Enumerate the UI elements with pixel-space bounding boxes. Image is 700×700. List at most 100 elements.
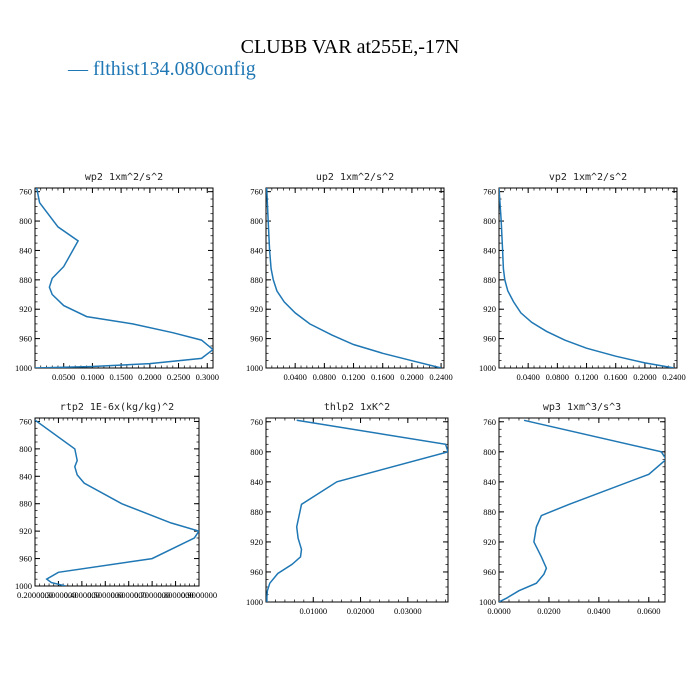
x-tick-label: 0.1200 xyxy=(575,372,598,382)
y-tick-label: 800 xyxy=(19,444,32,454)
x-tick-label: 0.0500 xyxy=(52,372,75,382)
y-tick-label: 1000 xyxy=(15,363,32,373)
y-tick-label: 760 xyxy=(19,416,32,426)
y-tick-label: 800 xyxy=(483,447,496,457)
y-tick-label: 920 xyxy=(19,526,32,536)
y-tick-label: 840 xyxy=(19,245,32,255)
y-tick-label: 800 xyxy=(483,216,496,226)
panel-5: thlp2 1xK^2 0.01000 0.02000 0.03000 760 800 84… xyxy=(246,402,449,616)
x-tick-label: 0.1200 xyxy=(342,372,365,382)
y-tick-label: 960 xyxy=(19,554,32,564)
y-tick-label: 880 xyxy=(19,275,32,285)
panel-1: wp2 1xm^2/s^2 0.0500 0.1000 0.1500 0.2000 0.2… xyxy=(15,172,219,382)
x-tick-label: 0.1600 xyxy=(604,372,627,382)
legend-entry: — flthist134.080config xyxy=(68,58,256,80)
x-tick-label: 0.2000 xyxy=(633,372,656,382)
y-tick-label: 760 xyxy=(483,417,496,427)
x-tick-label: 0.0800 xyxy=(546,372,569,382)
plot-frame xyxy=(34,417,200,587)
plot-frame xyxy=(265,187,445,369)
y-tick-label: 920 xyxy=(250,537,263,547)
y-tick-label: 880 xyxy=(19,499,32,509)
series-line xyxy=(266,419,448,602)
x-tick-label: 0.02000 xyxy=(347,606,375,616)
page-title: CLUBB VAR at255E,-17N xyxy=(240,36,460,58)
y-tick-label: 920 xyxy=(250,304,263,314)
plot-frame xyxy=(265,417,449,603)
panel-2: up2 1xm^2/s^2 0.0400 0.0800 0.1200 0.1600 0.2… xyxy=(246,172,453,382)
series-line xyxy=(35,419,199,586)
y-tick-label: 960 xyxy=(19,334,32,344)
y-tick-label: 840 xyxy=(483,477,496,487)
x-tick-label: 0.8000000 xyxy=(158,590,194,600)
y-tick-label: 1000 xyxy=(15,581,32,591)
y-tick-label: 880 xyxy=(483,507,496,517)
x-tick-label: 0.2000 xyxy=(400,372,423,382)
y-tick-label: 1000 xyxy=(479,597,496,607)
y-tick-label: 960 xyxy=(483,567,496,577)
x-tick-label: 0.2500 xyxy=(167,372,190,382)
panel-title: up2 1xm^2/s^2 xyxy=(316,172,394,183)
y-tick-label: 840 xyxy=(250,245,263,255)
panel-title: rtp2 1E-6x(kg/kg)^2 xyxy=(60,402,174,413)
y-tick-label: 920 xyxy=(19,304,32,314)
x-tick-label: 0.3000 xyxy=(196,372,219,382)
x-tick-label: 0.6000000 xyxy=(111,590,147,600)
x-tick-label: 0.0400 xyxy=(516,372,539,382)
y-tick-label: 760 xyxy=(483,187,496,197)
y-tick-label: 960 xyxy=(483,334,496,344)
y-tick-label: 1000 xyxy=(479,363,496,373)
x-tick-label: 0.0400 xyxy=(283,372,306,382)
y-tick-label: 1000 xyxy=(246,597,263,607)
x-tick-label: 0.2400 xyxy=(429,372,452,382)
x-tick-label: 0.3000000 xyxy=(40,590,76,600)
x-tick-label: 0.5000000 xyxy=(87,590,123,600)
y-tick-label: 920 xyxy=(483,537,496,547)
y-tick-label: 960 xyxy=(250,334,263,344)
panel-6: wp3 1xm^3/s^3 0.0000 0.0200 0.0400 0.0600 760… xyxy=(479,402,666,616)
x-tick-label: 0.0400 xyxy=(587,606,610,616)
y-tick-label: 800 xyxy=(19,216,32,226)
y-tick-label: 800 xyxy=(250,447,263,457)
x-tick-label: 0.0600 xyxy=(637,606,660,616)
panel-title: wp2 1xm^2/s^2 xyxy=(85,172,163,183)
panel-title: thlp2 1xK^2 xyxy=(324,402,390,413)
y-tick-label: 760 xyxy=(250,187,263,197)
x-tick-label: 0.9000000 xyxy=(181,590,217,600)
x-tick-label: 0.1000 xyxy=(81,372,104,382)
y-tick-label: 760 xyxy=(250,417,263,427)
plot-frame xyxy=(498,187,678,369)
plot-frame xyxy=(34,187,214,369)
x-tick-label: 0.0800 xyxy=(313,372,336,382)
series-line xyxy=(499,419,665,602)
y-tick-label: 880 xyxy=(250,275,263,285)
x-tick-label: 0.0200 xyxy=(537,606,560,616)
x-tick-label: 0.2000 xyxy=(138,372,161,382)
y-tick-label: 840 xyxy=(483,245,496,255)
series-line xyxy=(266,188,442,368)
plot-frame xyxy=(498,417,666,603)
series-line xyxy=(499,188,675,368)
y-tick-label: 920 xyxy=(483,304,496,314)
y-tick-label: 800 xyxy=(250,216,263,226)
series-line xyxy=(35,188,213,368)
y-tick-label: 1000 xyxy=(246,363,263,373)
x-tick-label: 0.7000000 xyxy=(134,590,170,600)
y-tick-label: 760 xyxy=(19,187,32,197)
x-tick-label: 0.2400 xyxy=(662,372,685,382)
x-tick-label: 0.4000000 xyxy=(64,590,100,600)
x-tick-label: 0.1600 xyxy=(371,372,394,382)
panel-title: wp3 1xm^3/s^3 xyxy=(543,402,621,413)
x-tick-label: 0.0000 xyxy=(487,606,510,616)
y-tick-label: 840 xyxy=(250,477,263,487)
x-tick-label: 0.01000 xyxy=(299,606,327,616)
x-tick-label: 0.03000 xyxy=(394,606,422,616)
y-tick-label: 880 xyxy=(250,507,263,517)
y-tick-label: 960 xyxy=(250,567,263,577)
y-tick-label: 840 xyxy=(19,471,32,481)
x-tick-label: 0.1500 xyxy=(109,372,132,382)
panel-3: vp2 1xm^2/s^2 0.0400 0.0800 0.1200 0.1600 0.2… xyxy=(479,172,686,382)
y-tick-label: 880 xyxy=(483,275,496,285)
panel-4: rtp2 1E-6x(kg/kg)^2 0.20000000.30000000.4… xyxy=(15,402,217,600)
